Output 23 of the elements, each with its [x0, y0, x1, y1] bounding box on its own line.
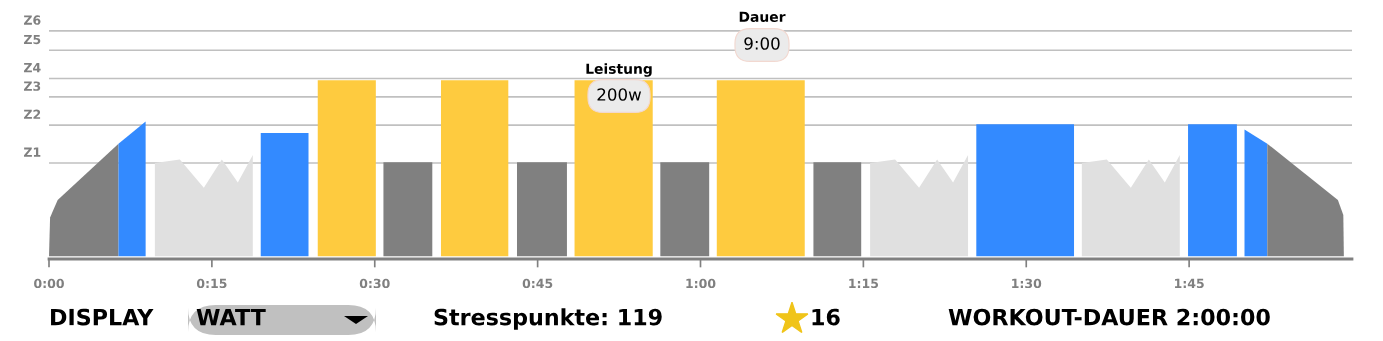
- ref-line-label: Z4: [23, 63, 41, 73]
- annotation: 200w: [597, 88, 642, 101]
- text: WATT: [196, 308, 266, 326]
- x-tick-label: 0:30: [359, 278, 390, 289]
- ref-line-label: Z1: [23, 147, 41, 157]
- x-tick-label: 0:00: [34, 278, 64, 289]
- x-tick-label: 1:45: [1174, 278, 1204, 289]
- text: Dauer: [739, 11, 786, 23]
- text: Leistung: [586, 63, 652, 77]
- text: DISPLAY: [51, 308, 154, 326]
- x-tick-label: 1:00: [686, 278, 716, 289]
- text: 9:00: [744, 37, 780, 50]
- text: Stresspunkte: 119: [434, 308, 662, 330]
- x-tick-label: 1:15: [849, 278, 879, 289]
- x-tick-label: 0:45: [522, 278, 553, 289]
- ref-line-label: Z2: [23, 109, 41, 119]
- x-tick-label: 0:15: [196, 278, 227, 289]
- text: 16: [812, 308, 840, 326]
- ref-line-label: Z3: [23, 81, 41, 91]
- ref-line-label: Z6: [23, 15, 41, 25]
- x-tick-label: 1:30: [1012, 278, 1042, 289]
- ref-line-label: Z5: [23, 34, 41, 45]
- text: WORKOUT-DAUER 2:00:00: [948, 308, 1270, 326]
